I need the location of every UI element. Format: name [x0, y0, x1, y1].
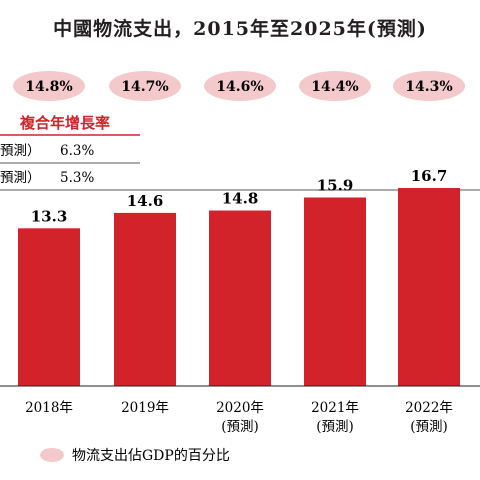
gdp-share-pill — [299, 71, 371, 101]
x-tick-note: (預測) — [221, 419, 259, 435]
cagr-row-label: 預測） — [0, 170, 41, 186]
bar — [398, 188, 460, 386]
x-axis-labels: 2018年 2019年 2020年 (預測) 2021年 (預測) 2022年 (預測) — [25, 400, 453, 435]
bar-value-label: 13.3 — [31, 207, 68, 225]
x-tick-label: 2020年 — [216, 400, 264, 416]
gdp-share-label: 14.7% — [121, 79, 168, 95]
gdp-share-label: 14.8% — [25, 79, 72, 95]
bar — [18, 228, 80, 386]
x-tick-label: 2021年 — [311, 400, 359, 416]
bar-value-label: 14.6 — [127, 192, 164, 210]
legend: 物流支出佔GDP的百分比 — [40, 448, 230, 464]
gdp-share-pill — [109, 71, 181, 101]
cagr-table: 複合年增長率 預測） 6.3% 預測） 5.3% — [0, 114, 480, 191]
x-tick-note: (預測) — [410, 419, 448, 435]
gdp-share-pill — [393, 71, 465, 101]
gdp-share-pill — [13, 71, 85, 101]
gdp-share-label: 14.4% — [311, 79, 358, 95]
bar — [209, 210, 271, 386]
cagr-row-value: 6.3% — [60, 143, 94, 159]
cagr-row-value: 5.3% — [60, 170, 94, 186]
x-tick-label: 2018年 — [25, 400, 73, 416]
x-tick-label: 2022年 — [405, 400, 453, 416]
gdp-share-pill — [204, 71, 276, 101]
legend-label: 物流支出佔GDP的百分比 — [72, 448, 230, 464]
bar-value-label: 16.7 — [411, 167, 448, 185]
chart-title: 中國物流支出，2015年至2025年(預測) — [53, 18, 427, 40]
bar-value-label: 15.9 — [317, 176, 354, 194]
gdp-share-label: 14.3% — [405, 79, 452, 95]
cagr-table-title: 複合年增長率 — [19, 114, 110, 132]
legend-swatch — [40, 448, 64, 462]
gdp-share-pills: 14.8% 14.7% 14.6% 14.4% 14.3% — [13, 71, 465, 101]
x-tick-note: (預測) — [316, 419, 354, 435]
bar — [304, 197, 366, 386]
x-tick-label: 2019年 — [121, 400, 169, 416]
bar-value-label: 14.8 — [222, 190, 259, 208]
gdp-share-label: 14.6% — [216, 79, 263, 95]
bar — [114, 212, 176, 386]
cagr-row-label: 預測） — [0, 143, 41, 159]
bars: 13.3 14.6 14.8 15.9 16.7 — [18, 167, 460, 386]
